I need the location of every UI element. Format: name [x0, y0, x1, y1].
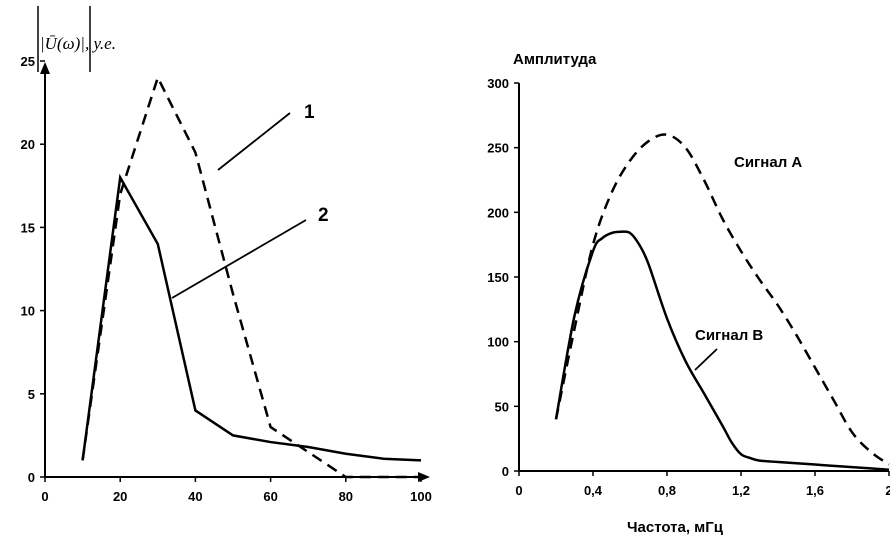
right-y-tick-label: 0	[502, 464, 509, 479]
left-chart: |Ū(ω)|, у.е. 0 20 40 60 80 100 0 5 10 15 20 25 1 2	[21, 6, 432, 504]
left-x-tick-label: 40	[188, 489, 202, 504]
right-y-tick-label: 100	[487, 335, 509, 350]
right-x-tick-label: 1,6	[806, 483, 824, 498]
left-y-tick-label: 10	[21, 304, 35, 319]
signal-b-label: Сигнал В	[695, 327, 763, 344]
right-x-axis-label: Частота, мГц	[627, 519, 724, 536]
series-2-line	[81, 173, 422, 462]
right-y-tick-label: 250	[487, 141, 509, 156]
right-y-tick-label: 300	[487, 76, 509, 91]
series-1-line	[81, 74, 421, 479]
series-2-label: 2	[318, 205, 329, 226]
right-y-tick-label: 200	[487, 205, 509, 220]
left-x-tick-label: 60	[263, 489, 277, 504]
left-y-tick-label: 5	[28, 387, 35, 402]
left-x-tick-label: 80	[339, 489, 353, 504]
right-x-tick-label: 0,4	[584, 483, 603, 498]
left-y-tick-label: 15	[21, 220, 35, 235]
right-y-tick-label: 150	[487, 270, 509, 285]
left-y-tick-label: 20	[21, 137, 35, 152]
right-x-tick-label: 0	[515, 483, 522, 498]
series-2-leader	[171, 219, 307, 299]
left-y-tick-label: 0	[28, 470, 35, 485]
signal-a-label: Сигнал А	[734, 154, 802, 171]
right-x-tick-label: 1,2	[732, 483, 750, 498]
signal-b-line	[554, 230, 890, 471]
left-x-tick-label: 20	[113, 489, 127, 504]
left-y-axis-label: |Ū(ω)|, у.е.	[40, 34, 116, 53]
left-y-axis-arrow	[40, 62, 50, 74]
signal-a-line	[554, 133, 890, 466]
right-x-tick-label: 2	[885, 483, 890, 498]
series-1-label: 1	[304, 102, 315, 123]
right-y-tick-label: 50	[495, 399, 509, 414]
left-x-tick-label: 100	[410, 489, 432, 504]
series-1-leader	[217, 112, 291, 171]
left-x-tick-label: 0	[41, 489, 48, 504]
right-x-tick-label: 0,8	[658, 483, 676, 498]
signal-b-leader	[694, 348, 718, 371]
right-y-axis-label: Амплитуда	[513, 51, 597, 68]
right-chart: Амплитуда Частота, мГц 0 0,4 0,8 1,2 1,6 2 0 50…	[487, 51, 890, 536]
left-y-tick-label: 25	[21, 54, 35, 69]
